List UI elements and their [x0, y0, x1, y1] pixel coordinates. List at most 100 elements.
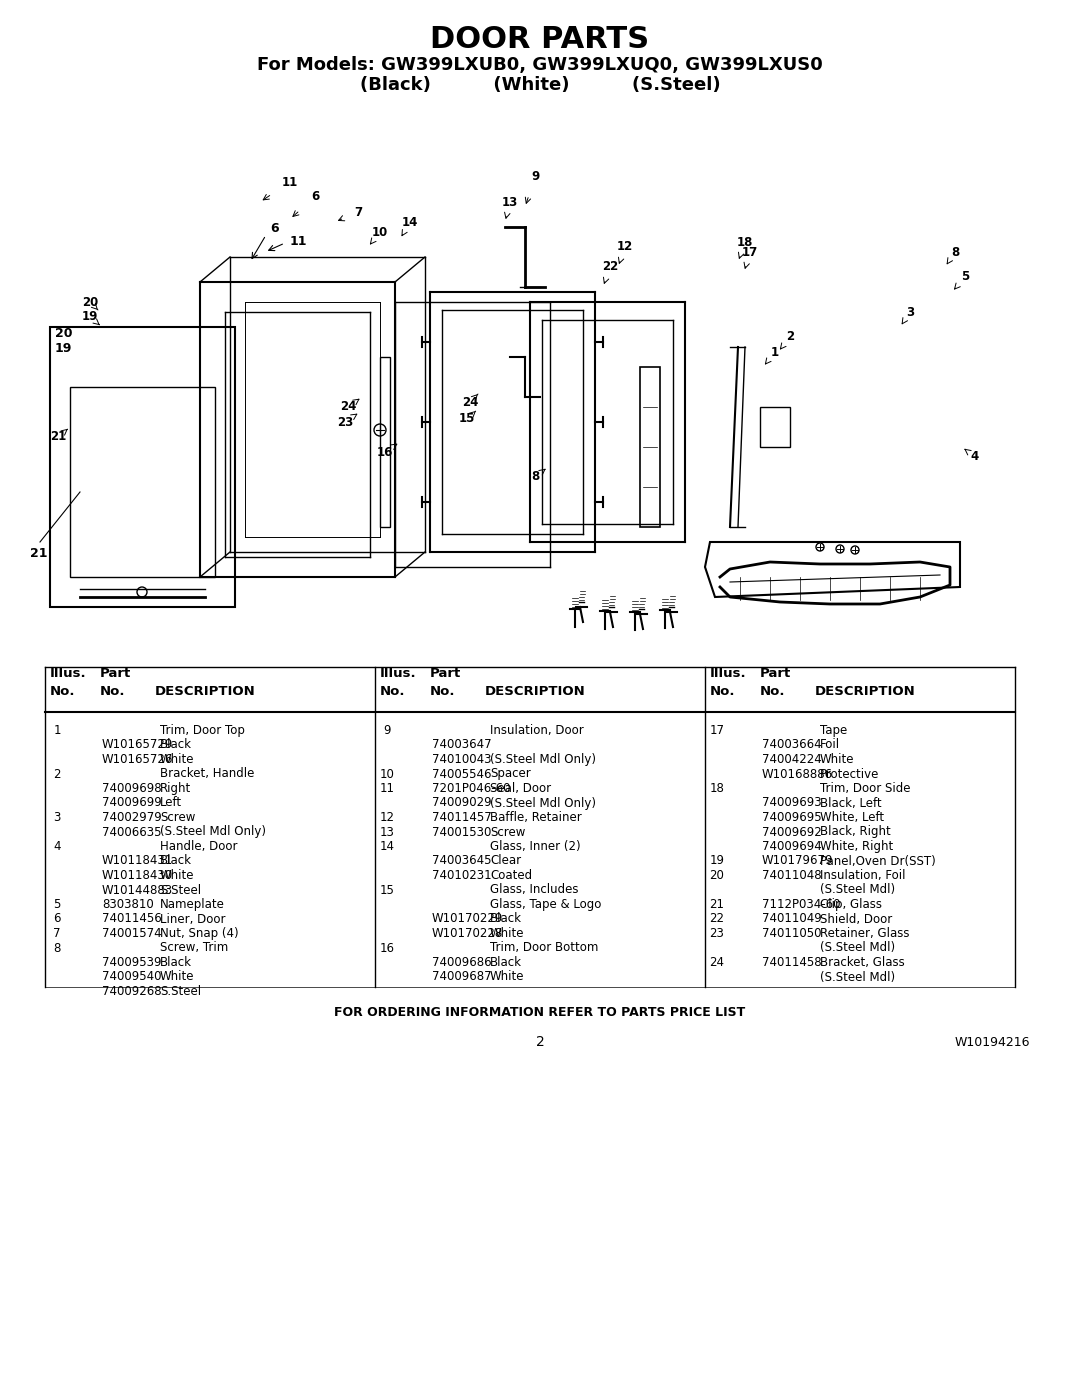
Text: Clip, Glass: Clip, Glass [820, 898, 882, 911]
Text: 74003647: 74003647 [432, 739, 491, 752]
Text: 74010231: 74010231 [432, 869, 491, 882]
Text: (S.Steel Mdl Only): (S.Steel Mdl Only) [490, 796, 596, 809]
Text: Insulation, Foil: Insulation, Foil [820, 869, 905, 882]
Text: 74009695: 74009695 [762, 812, 822, 824]
Text: 17: 17 [710, 724, 725, 738]
Text: 74003645: 74003645 [432, 855, 491, 868]
Text: 74009693: 74009693 [762, 796, 822, 809]
Text: 74009694: 74009694 [762, 840, 822, 854]
Text: 7: 7 [354, 205, 362, 218]
Text: 13: 13 [502, 196, 518, 208]
Text: White: White [820, 753, 854, 766]
Text: Spacer: Spacer [490, 767, 530, 781]
Text: 4: 4 [53, 840, 60, 854]
Text: 74010043: 74010043 [432, 753, 491, 766]
Text: (S.Steel Mdl): (S.Steel Mdl) [820, 942, 895, 954]
Text: Illus.: Illus. [710, 666, 746, 680]
Text: Insulation, Door: Insulation, Door [490, 724, 584, 738]
Bar [380, 358, 390, 527]
Text: Retainer, Glass: Retainer, Glass [820, 928, 909, 940]
Text: 16: 16 [377, 446, 393, 458]
Text: 19: 19 [710, 855, 725, 868]
Text: Screw: Screw [160, 812, 195, 824]
Text: Illus.: Illus. [380, 666, 417, 680]
Text: 3: 3 [53, 812, 60, 824]
Text: 2: 2 [53, 767, 60, 781]
Text: 74005546: 74005546 [432, 767, 491, 781]
Text: Trim, Door Bottom: Trim, Door Bottom [490, 942, 598, 954]
Text: No.: No. [50, 685, 76, 698]
Text: Right: Right [160, 782, 191, 795]
Text: 74006635: 74006635 [102, 826, 162, 838]
Text: Nameplate: Nameplate [160, 898, 225, 911]
Text: No.: No. [710, 685, 735, 698]
Text: 21: 21 [30, 548, 48, 560]
Text: 14: 14 [402, 215, 418, 229]
Text: (S.Steel Mdl): (S.Steel Mdl) [820, 971, 895, 983]
Text: Black: Black [490, 912, 522, 925]
Text: 74009687: 74009687 [432, 971, 491, 983]
Text: 8: 8 [53, 942, 60, 954]
Text: White, Left: White, Left [820, 812, 885, 824]
Text: No.: No. [100, 685, 125, 698]
Text: 20: 20 [710, 869, 725, 882]
Text: Protective: Protective [820, 767, 879, 781]
Text: 7201P046-60: 7201P046-60 [432, 782, 511, 795]
Text: 7: 7 [53, 928, 60, 940]
Text: 74009539: 74009539 [102, 956, 162, 970]
Text: (S.Steel Mdl Only): (S.Steel Mdl Only) [160, 826, 266, 838]
Text: 74003664: 74003664 [762, 739, 822, 752]
Text: W10170229: W10170229 [432, 912, 503, 925]
Text: 74001574: 74001574 [102, 928, 162, 940]
Text: Liner, Door: Liner, Door [160, 912, 226, 925]
Text: 16: 16 [379, 942, 394, 954]
Text: 74011458: 74011458 [762, 956, 822, 970]
Text: 74009686: 74009686 [432, 956, 491, 970]
Text: Seal, Door: Seal, Door [490, 782, 551, 795]
Text: 15: 15 [459, 412, 475, 426]
Text: 5: 5 [961, 271, 969, 284]
Text: 24: 24 [340, 401, 356, 414]
Text: Part: Part [100, 666, 132, 680]
Text: 74011048: 74011048 [762, 869, 822, 882]
Text: 74011049: 74011049 [762, 912, 822, 925]
Text: W10118431: W10118431 [102, 855, 173, 868]
Text: Illus.: Illus. [50, 666, 86, 680]
Text: 24: 24 [462, 395, 478, 408]
Text: DESCRIPTION: DESCRIPTION [156, 685, 256, 698]
Text: 74011457: 74011457 [432, 812, 491, 824]
Text: 15: 15 [379, 883, 394, 897]
Bar [760, 407, 789, 447]
Text: No.: No. [760, 685, 785, 698]
Text: 74011456: 74011456 [102, 912, 162, 925]
Text: 6: 6 [270, 222, 279, 235]
Text: Baffle, Retainer: Baffle, Retainer [490, 812, 582, 824]
Text: (Black)          (White)          (S.Steel): (Black) (White) (S.Steel) [360, 75, 720, 94]
Text: 10: 10 [379, 767, 394, 781]
Text: 5: 5 [53, 898, 60, 911]
Bar [640, 367, 660, 527]
Text: White: White [490, 928, 525, 940]
Text: Glass, Includes: Glass, Includes [490, 883, 579, 897]
Text: 9: 9 [383, 724, 391, 738]
Text: 20: 20 [82, 296, 98, 309]
Text: 13: 13 [379, 826, 394, 838]
Text: Bracket, Glass: Bracket, Glass [820, 956, 905, 970]
Text: W10144883: W10144883 [102, 883, 173, 897]
Text: Part: Part [430, 666, 461, 680]
Text: 74009540: 74009540 [102, 971, 162, 983]
Text: Glass, Inner (2): Glass, Inner (2) [490, 840, 581, 854]
Text: 2: 2 [536, 1035, 544, 1049]
Text: 4: 4 [971, 450, 980, 464]
Text: 24: 24 [710, 956, 725, 970]
Text: 11: 11 [379, 782, 394, 795]
Text: 11: 11 [291, 235, 308, 249]
Text: 18: 18 [737, 236, 753, 249]
Text: S.Steel: S.Steel [160, 883, 201, 897]
Text: Handle, Door: Handle, Door [160, 840, 238, 854]
Text: Black: Black [160, 855, 192, 868]
Text: Trim, Door Side: Trim, Door Side [820, 782, 910, 795]
Text: Coated: Coated [490, 869, 532, 882]
Text: Screw, Trim: Screw, Trim [160, 942, 228, 954]
Text: 74009268: 74009268 [102, 985, 162, 997]
